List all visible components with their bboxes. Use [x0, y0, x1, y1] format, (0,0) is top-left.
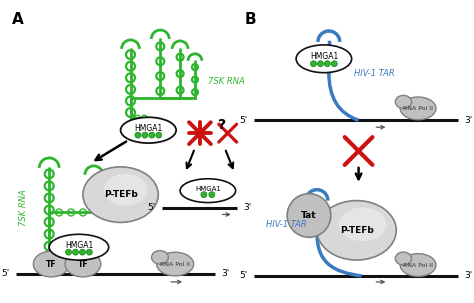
- Text: 7SK RNA: 7SK RNA: [208, 77, 245, 86]
- Ellipse shape: [104, 174, 147, 205]
- Circle shape: [201, 192, 207, 198]
- Circle shape: [135, 132, 141, 138]
- Text: HMGA1: HMGA1: [310, 52, 338, 61]
- Ellipse shape: [33, 251, 69, 277]
- Ellipse shape: [152, 251, 168, 264]
- Text: RNA Pol II: RNA Pol II: [403, 106, 433, 111]
- Ellipse shape: [339, 208, 386, 241]
- Circle shape: [65, 249, 72, 255]
- Text: 7SK RNA: 7SK RNA: [19, 189, 28, 226]
- Text: 3': 3': [244, 203, 252, 212]
- Text: HIV-1 TAR: HIV-1 TAR: [266, 220, 307, 229]
- Ellipse shape: [395, 252, 411, 265]
- Text: P-TEFb: P-TEFb: [104, 190, 137, 199]
- Text: Tat: Tat: [301, 211, 317, 220]
- Circle shape: [209, 192, 215, 198]
- Ellipse shape: [400, 254, 436, 276]
- Circle shape: [310, 61, 317, 67]
- Text: ?: ?: [218, 118, 226, 132]
- Text: HMGA1: HMGA1: [195, 186, 221, 192]
- Circle shape: [149, 132, 155, 138]
- Text: 3': 3': [465, 116, 473, 125]
- Text: HIV-1 TAR: HIV-1 TAR: [354, 69, 394, 78]
- Ellipse shape: [49, 234, 109, 260]
- Ellipse shape: [400, 97, 436, 120]
- Text: 5': 5': [239, 271, 247, 281]
- Circle shape: [324, 61, 330, 67]
- Ellipse shape: [120, 117, 176, 143]
- Circle shape: [142, 132, 148, 138]
- Circle shape: [331, 61, 337, 67]
- Ellipse shape: [83, 167, 158, 222]
- Text: HMGA1: HMGA1: [65, 241, 93, 250]
- Text: HMGA1: HMGA1: [134, 124, 163, 133]
- Circle shape: [86, 249, 92, 255]
- Ellipse shape: [296, 45, 352, 73]
- Text: TF: TF: [46, 260, 56, 268]
- Circle shape: [156, 132, 162, 138]
- Ellipse shape: [317, 201, 396, 260]
- Text: RNA Pol II: RNA Pol II: [160, 261, 190, 267]
- Text: 3': 3': [222, 269, 230, 278]
- Ellipse shape: [156, 252, 194, 276]
- Text: 5': 5': [239, 116, 247, 125]
- Text: RNA Pol II: RNA Pol II: [403, 262, 433, 268]
- Text: TF: TF: [78, 260, 88, 268]
- Text: 5': 5': [1, 269, 9, 278]
- Text: 3': 3': [465, 271, 473, 281]
- Text: B: B: [245, 12, 256, 27]
- Ellipse shape: [395, 95, 411, 108]
- Ellipse shape: [65, 251, 101, 277]
- Circle shape: [80, 249, 85, 255]
- Text: P-TEFb: P-TEFb: [340, 226, 374, 235]
- Ellipse shape: [180, 179, 236, 203]
- Ellipse shape: [287, 194, 331, 237]
- Text: A: A: [11, 12, 23, 27]
- Circle shape: [73, 249, 79, 255]
- Circle shape: [318, 61, 323, 67]
- Text: 5': 5': [147, 203, 155, 212]
